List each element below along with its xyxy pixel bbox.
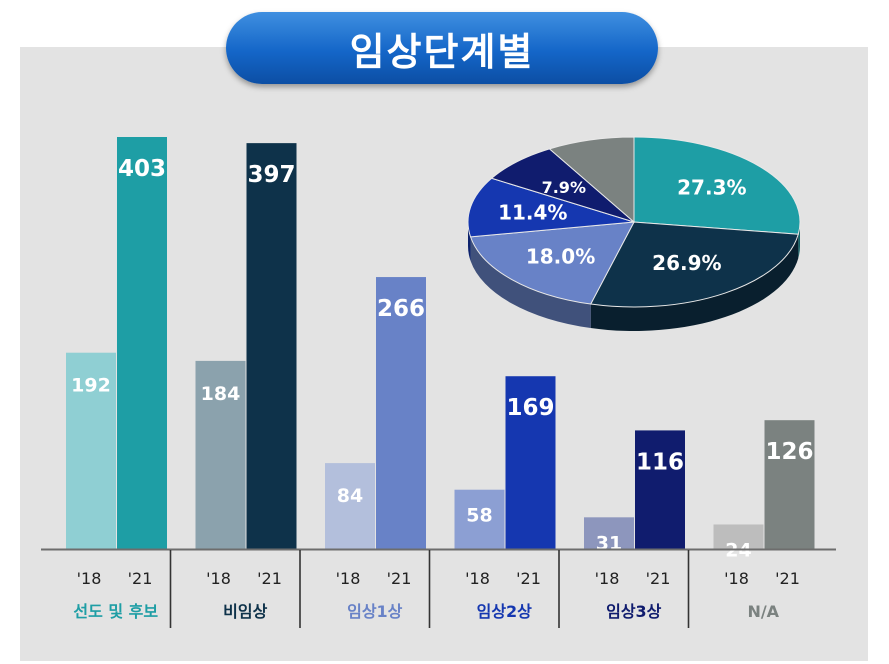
x-tick-label: '21: [775, 569, 800, 588]
bar-2021: [376, 277, 426, 549]
bar-2021: [505, 376, 556, 549]
x-tick-label: '21: [257, 569, 282, 588]
bar-2021: [635, 430, 685, 549]
category-label: 임상3상: [606, 602, 662, 621]
pie-slice-label: 7.9%: [542, 178, 586, 197]
x-tick-label: '21: [646, 569, 671, 588]
bar-2018: [713, 524, 764, 549]
pie-slice-side: [470, 236, 591, 329]
title-banner: 임상단계별: [226, 12, 658, 84]
bar-2018: [195, 360, 246, 549]
pie-slice-label: 18.0%: [526, 244, 595, 268]
bar-value-label: 58: [466, 505, 492, 527]
pie-slice-label: 26.9%: [652, 251, 721, 275]
chart-title: 임상단계별: [349, 29, 535, 74]
pie-slice: [548, 136, 635, 224]
pie-slice: [467, 177, 635, 238]
x-tick-label: '18: [724, 569, 749, 588]
bar-value-label: 184: [201, 383, 241, 405]
bar-2021: [246, 143, 297, 550]
pie-slice: [633, 136, 801, 235]
category-label: 임상2상: [477, 602, 533, 621]
bar-2018: [454, 489, 505, 549]
pie-slice-label: 11.4%: [498, 200, 567, 224]
bar-value-label: 192: [71, 375, 111, 397]
category-label: N/A: [747, 602, 779, 621]
x-tick-label: '21: [516, 569, 541, 588]
x-tick-label: '18: [595, 569, 620, 588]
bar-value-label: 116: [636, 449, 684, 475]
category-label: 임상1상: [347, 602, 403, 621]
bar-value-label: 266: [377, 296, 425, 322]
bar-value-label: 31: [596, 532, 622, 554]
x-tick-label: '18: [206, 569, 231, 588]
bar-value-label: 169: [506, 395, 554, 421]
bar-value-label: 126: [765, 439, 813, 465]
category-label: 선도 및 후보: [73, 602, 158, 621]
bar-2018: [66, 352, 116, 549]
x-tick-label: '18: [465, 569, 490, 588]
bar-value-label: 84: [337, 485, 363, 507]
pie-slice-side: [590, 234, 799, 332]
bar-2021: [117, 137, 167, 549]
bar-2021: [764, 420, 815, 549]
pie-slice-label: 27.3%: [677, 176, 746, 200]
x-tick-label: '18: [336, 569, 361, 588]
bar-value-label: 403: [118, 156, 166, 182]
bar-2018: [325, 463, 375, 549]
pie-slice: [469, 221, 635, 305]
x-tick-label: '21: [387, 569, 412, 588]
bar-2018: [584, 517, 634, 549]
category-label: 비임상: [223, 602, 267, 621]
pie-slice: [589, 221, 799, 308]
bar-value-label: 397: [247, 162, 295, 188]
x-tick-label: '18: [77, 569, 102, 588]
x-tick-label: '21: [128, 569, 153, 588]
